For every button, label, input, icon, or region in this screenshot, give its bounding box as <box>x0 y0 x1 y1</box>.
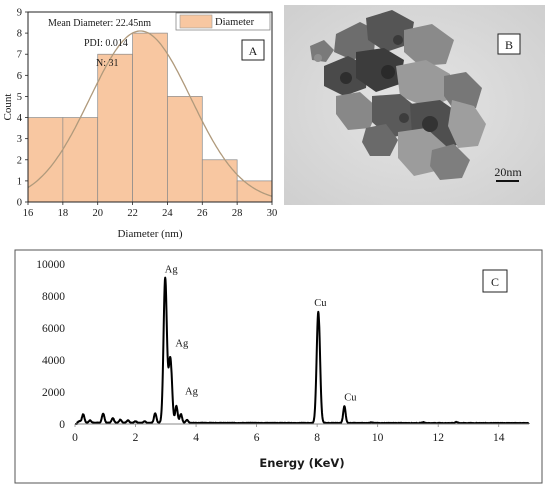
histogram-x-tick-label: 16 <box>23 208 34 219</box>
panel-label-b-box <box>497 33 521 55</box>
spectrum-x-tick-label: 2 <box>133 432 139 444</box>
histogram-x-tick-label: 30 <box>267 208 278 219</box>
histogram-x-tick-label: 26 <box>197 208 208 219</box>
spectrum-y-tick-label: 2000 <box>42 387 65 399</box>
spectrum-y-tick-label: 8000 <box>42 291 65 303</box>
sample-count-annotation: N: 31 <box>96 58 119 69</box>
spectrum-peak-label: Ag <box>165 264 179 275</box>
normal-fit-curve <box>27 30 273 197</box>
spectrum-x-tick-label: 0 <box>72 432 78 444</box>
spectrum-y-ticks: 0 2000 4000 6000 8000 10000 <box>36 259 65 431</box>
histogram-bar <box>236 180 273 203</box>
spectrum-y-tick-label: 4000 <box>42 355 65 367</box>
spectrum-x-axis-label: Energy (KeV) <box>259 456 344 470</box>
histogram-y-tick-label: 8 <box>17 29 22 40</box>
histogram-bar <box>27 117 64 203</box>
panel-a-histogram: 16 18 20 22 24 26 28 30 0 1 2 3 4 5 6 7 8 9 Diameter (nm… <box>2 8 277 241</box>
panel-label-c: C <box>491 275 499 289</box>
histogram-bar <box>97 53 133 203</box>
spectrum-peak-label: Ag <box>185 386 199 397</box>
histogram-y-axis-label: Count <box>2 94 14 121</box>
spectrum-x-ticks: 0 2 4 6 8 10 12 14 <box>72 424 505 444</box>
spectrum-x-tick-label: 4 <box>193 432 199 444</box>
spectrum-x-tick-label: 14 <box>493 432 505 444</box>
spectrum-x-tick-label: 6 <box>254 432 260 444</box>
histogram-y-tick-label: 7 <box>17 50 22 61</box>
histogram-x-tick-label: 18 <box>58 208 69 219</box>
histogram-bar <box>132 32 168 203</box>
histogram-x-axis-label: Diameter (nm) <box>117 228 182 240</box>
legend-swatch-diameter <box>179 14 213 29</box>
spectrum-line <box>74 276 530 425</box>
pdi-annotation: PDI: 0.014 <box>84 38 128 49</box>
panel-label-c-box <box>482 269 508 293</box>
spectrum-y-tick-label: 0 <box>59 419 65 431</box>
panel-label-a: A <box>249 44 258 58</box>
histogram-x-tick-label: 28 <box>232 208 243 219</box>
histogram-y-tick-label: 1 <box>17 176 22 187</box>
panel-b-tem-image: B 20nm <box>284 5 545 205</box>
spectrum-x-tick-label: 8 <box>314 432 320 444</box>
spectrum-y-tick-label: 10000 <box>36 259 65 271</box>
spectrum-x-tick-label: 12 <box>432 432 444 444</box>
spectrum-peak-label: Cu <box>344 392 357 403</box>
mean-diameter-annotation: Mean Diameter: 22.45nm <box>48 18 151 29</box>
histogram-y-tick-label: 3 <box>17 134 22 145</box>
histogram-bars <box>27 32 273 203</box>
spectrum-y-tick-label: 6000 <box>42 323 65 335</box>
histogram-x-tick-label: 20 <box>92 208 103 219</box>
histogram-bar <box>201 159 238 203</box>
histogram-y-tick-label: 9 <box>17 8 22 19</box>
histogram-plot-frame <box>27 11 273 203</box>
scale-bar-label: 20nm <box>494 165 522 179</box>
panel-label-b: B <box>505 38 513 52</box>
spectrum-peak-label: Ag <box>175 338 189 349</box>
histogram-bar <box>167 96 203 203</box>
histogram-y-tick-label: 5 <box>17 92 22 103</box>
panel-label-a-box <box>241 39 265 61</box>
spectrum-panel-border <box>14 249 543 484</box>
spectrum-peak-label: Cu <box>314 298 327 309</box>
histogram-x-ticks: 16 18 20 22 24 26 28 30 <box>23 202 278 219</box>
histogram-y-tick-label: 0 <box>17 198 22 209</box>
histogram-y-tick-label: 2 <box>17 155 22 166</box>
histogram-bar <box>62 117 99 203</box>
histogram-y-tick-label: 4 <box>17 113 23 124</box>
spectrum-x-tick-label: 10 <box>372 432 384 444</box>
legend-label-diameter: Diameter <box>215 17 255 28</box>
histogram-y-tick-label: 6 <box>17 71 22 82</box>
histogram-x-tick-label: 24 <box>162 208 173 219</box>
histogram-y-ticks: 0 1 2 3 4 5 6 7 8 9 <box>17 8 28 209</box>
spectrum-peak-labels: Ag Ag Ag Cu Cu <box>165 264 357 403</box>
nanoparticle-cluster <box>310 10 486 180</box>
histogram-x-tick-label: 22 <box>127 208 138 219</box>
